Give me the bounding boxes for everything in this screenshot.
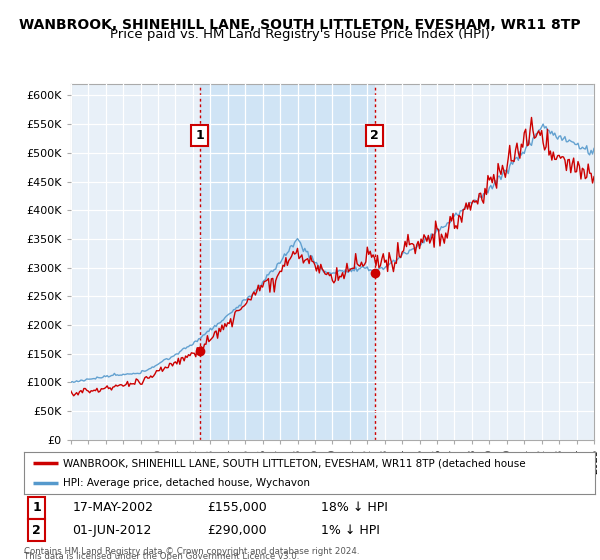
Text: WANBROOK, SHINEHILL LANE, SOUTH LITTLETON, EVESHAM, WR11 8TP (detached house: WANBROOK, SHINEHILL LANE, SOUTH LITTLETO…	[63, 458, 526, 468]
Text: 01-JUN-2012: 01-JUN-2012	[73, 524, 152, 537]
Bar	[200, 84, 374, 440]
Text: 1: 1	[32, 501, 41, 515]
Text: 18% ↓ HPI: 18% ↓ HPI	[321, 501, 388, 515]
Text: HPI: Average price, detached house, Wychavon: HPI: Average price, detached house, Wych…	[63, 478, 310, 488]
Text: WANBROOK, SHINEHILL LANE, SOUTH LITTLETON, EVESHAM, WR11 8TP: WANBROOK, SHINEHILL LANE, SOUTH LITTLETO…	[19, 18, 581, 32]
Text: £290,000: £290,000	[207, 524, 266, 537]
Text: £155,000: £155,000	[207, 501, 266, 515]
Text: 1: 1	[195, 129, 204, 142]
Text: Contains HM Land Registry data © Crown copyright and database right 2024.: Contains HM Land Registry data © Crown c…	[24, 548, 359, 557]
Text: 17-MAY-2002: 17-MAY-2002	[73, 501, 154, 515]
Text: This data is licensed under the Open Government Licence v3.0.: This data is licensed under the Open Gov…	[24, 552, 299, 560]
Text: 2: 2	[32, 524, 41, 537]
Text: 1% ↓ HPI: 1% ↓ HPI	[321, 524, 380, 537]
Text: 2: 2	[370, 129, 379, 142]
Text: Price paid vs. HM Land Registry's House Price Index (HPI): Price paid vs. HM Land Registry's House …	[110, 28, 490, 41]
